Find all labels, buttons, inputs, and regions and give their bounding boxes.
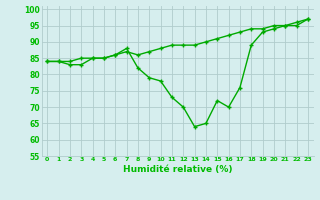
X-axis label: Humidité relative (%): Humidité relative (%) [123,165,232,174]
